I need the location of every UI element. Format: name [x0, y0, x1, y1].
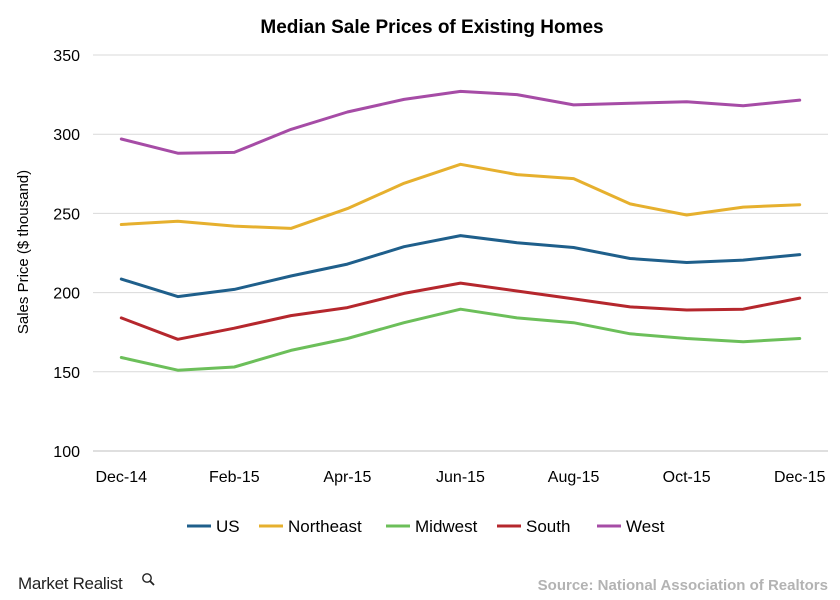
y-tick-label: 200	[53, 286, 80, 303]
x-tick-label: Aug-15	[548, 469, 600, 486]
gridlines	[93, 54, 828, 452]
y-tick-label: 300	[53, 127, 80, 144]
source-note: Source: National Association of Realtors	[538, 577, 828, 594]
y-tick-label: 250	[53, 206, 80, 223]
x-tick-label: Dec-15	[774, 469, 826, 486]
series-line-us	[119, 234, 802, 299]
legend-label-northeast: Northeast	[288, 517, 362, 536]
y-axis-ticks: 100 150 200 250 300 350	[53, 48, 80, 461]
chart-title: Median Sale Prices of Existing Homes	[260, 17, 603, 38]
x-tick-label: Apr-15	[323, 469, 371, 486]
legend: US Northeast Midwest South West	[187, 517, 665, 536]
x-tick-label: Jun-15	[436, 469, 485, 486]
legend-label-midwest: Midwest	[415, 517, 478, 536]
y-tick-label: 350	[53, 48, 80, 65]
brand-logo: Market Realist	[18, 574, 123, 593]
x-axis-ticks: Dec-14 Feb-15 Apr-15 Jun-15 Aug-15 Oct-15 Dec-…	[95, 469, 825, 486]
legend-label-south: South	[526, 517, 570, 536]
y-axis-title: Sales Price ($ thousand)	[15, 170, 32, 334]
series-lines	[119, 89, 802, 372]
y-tick-label: 100	[53, 444, 80, 461]
x-tick-label: Oct-15	[663, 469, 711, 486]
y-tick-label: 150	[53, 365, 80, 382]
series-line-northeast	[119, 162, 802, 230]
legend-label-west: West	[626, 517, 665, 536]
magnifier-icon	[142, 573, 155, 586]
x-tick-label: Dec-14	[95, 469, 147, 486]
series-line-west	[119, 89, 802, 155]
legend-label-us: US	[216, 517, 240, 536]
series-line-midwest	[119, 307, 802, 372]
x-tick-label: Feb-15	[209, 469, 260, 486]
series-line-south	[119, 281, 802, 341]
